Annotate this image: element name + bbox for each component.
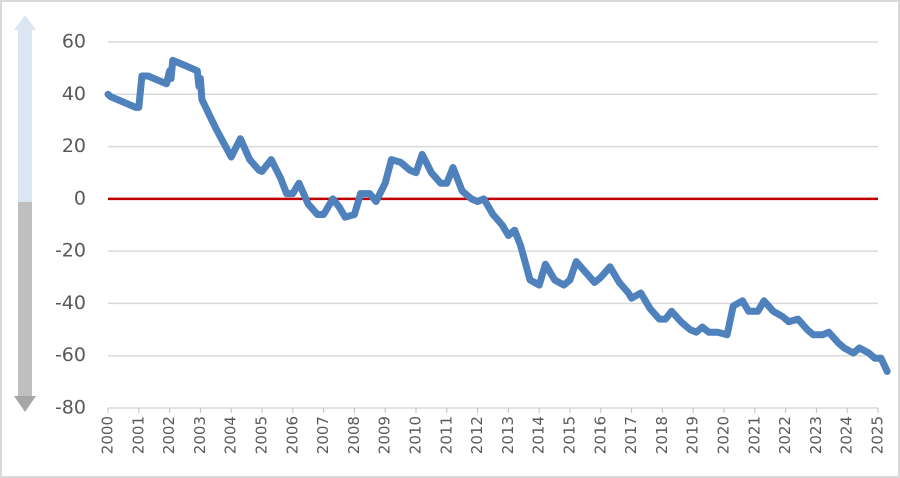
y-tick-label: 20 bbox=[62, 135, 86, 157]
direction-arrow bbox=[14, 15, 36, 412]
y-tick-label: -80 bbox=[55, 397, 86, 419]
y-tick-label: 60 bbox=[62, 31, 86, 53]
marks bbox=[104, 56, 891, 375]
x-tick-label: 2019 bbox=[684, 416, 702, 454]
x-tick-label: 2020 bbox=[715, 416, 733, 454]
x-tick-label: 2010 bbox=[407, 416, 425, 454]
y-tick-label: -40 bbox=[55, 292, 86, 314]
x-tick-label: 2004 bbox=[222, 416, 240, 454]
x-tick-label: 2009 bbox=[376, 416, 394, 454]
y-tick-label: 40 bbox=[62, 83, 86, 105]
x-tick-label: 2018 bbox=[653, 416, 671, 454]
x-tick-label: 2002 bbox=[160, 416, 178, 454]
down-head bbox=[14, 396, 36, 412]
x-tick-label: 2014 bbox=[530, 416, 548, 454]
x-tick-label: 2021 bbox=[745, 416, 763, 454]
up-bar bbox=[18, 28, 32, 202]
y-tick-label: 0 bbox=[74, 187, 86, 209]
x-tick-label: 2008 bbox=[345, 416, 363, 454]
x-tick-label: 2000 bbox=[99, 416, 117, 454]
x-tick-label: 2024 bbox=[838, 416, 856, 454]
x-tick-label: 2017 bbox=[622, 416, 640, 454]
y-tick-label: -60 bbox=[55, 344, 86, 366]
x-tick-label: 2015 bbox=[561, 416, 579, 454]
down-bar bbox=[18, 202, 32, 398]
x-tick-label: 2007 bbox=[314, 416, 332, 454]
x-tick-label: 2012 bbox=[468, 416, 486, 454]
x-tick-label: 2013 bbox=[499, 416, 517, 454]
x-tick-label: 2006 bbox=[283, 416, 301, 454]
x-tick-label: 2011 bbox=[437, 416, 455, 454]
x-tick-label: 2003 bbox=[191, 416, 209, 454]
x-tick-label: 2025 bbox=[869, 416, 887, 454]
series-line bbox=[104, 56, 891, 375]
x-tick-label: 2022 bbox=[776, 416, 794, 454]
x-tick-label: 2005 bbox=[253, 416, 271, 454]
y-tick-label: -20 bbox=[55, 240, 86, 262]
x-tick-label: 2001 bbox=[129, 416, 147, 454]
up-head bbox=[14, 15, 36, 30]
x-tick-label: 2016 bbox=[591, 416, 609, 454]
x-tick-label: 2023 bbox=[807, 416, 825, 454]
